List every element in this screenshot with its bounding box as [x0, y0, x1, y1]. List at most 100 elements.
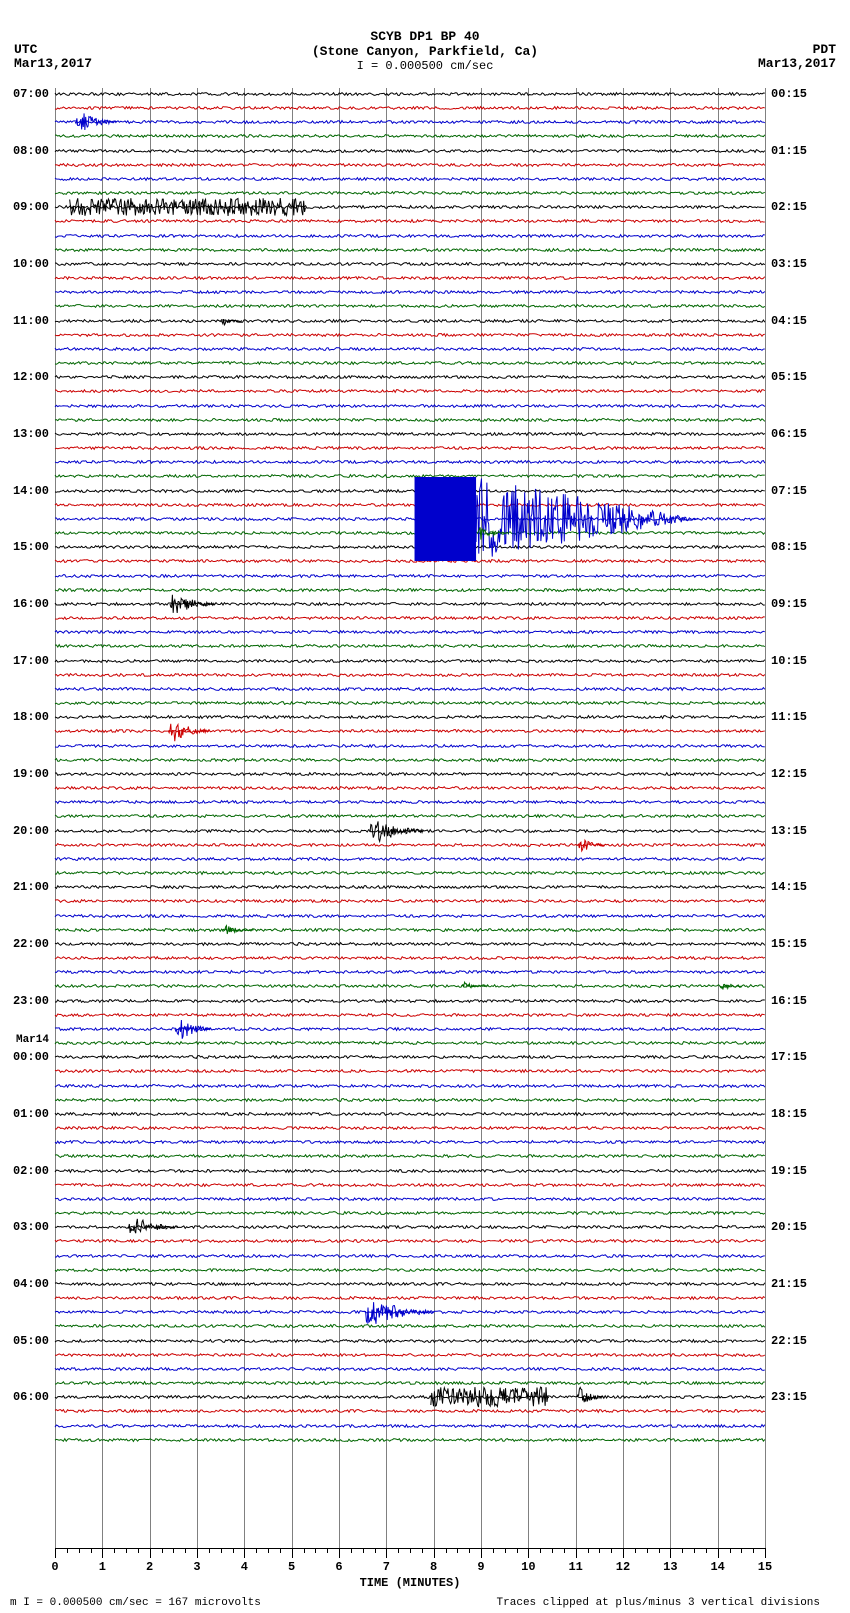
footer-left: m I = 0.000500 cm/sec = 167 microvolts: [10, 1597, 261, 1609]
x-tick-minor: [268, 1548, 269, 1553]
utc-time-label: 02:00: [13, 1164, 55, 1178]
scale-value: = 0.000500 cm/sec: [364, 59, 494, 73]
pdt-time-label: 02:15: [765, 200, 807, 214]
pdt-time-label: 22:15: [765, 1334, 807, 1348]
x-tick-minor: [304, 1548, 305, 1553]
x-tick-major: [55, 1548, 56, 1558]
pdt-time-label: 13:15: [765, 824, 807, 838]
utc-time-label: 17:00: [13, 654, 55, 668]
x-tick-minor: [375, 1548, 376, 1553]
x-tick-minor: [209, 1548, 210, 1553]
x-tick-label: 13: [663, 1560, 677, 1574]
x-tick-minor: [138, 1548, 139, 1553]
pdt-time-label: 12:15: [765, 767, 807, 781]
x-tick-minor: [280, 1548, 281, 1553]
x-tick-label: 6: [335, 1560, 342, 1574]
x-tick-minor: [647, 1548, 648, 1553]
x-tick-minor: [173, 1548, 174, 1553]
x-tick-label: 7: [383, 1560, 390, 1574]
pdt-time-label: 10:15: [765, 654, 807, 668]
x-tick-label: 5: [288, 1560, 295, 1574]
x-tick-major: [718, 1548, 719, 1558]
date-label: Mar14: [16, 1034, 55, 1046]
pdt-time-label: 21:15: [765, 1277, 807, 1291]
x-tick-major: [339, 1548, 340, 1558]
pdt-time-label: 14:15: [765, 880, 807, 894]
x-tick-minor: [233, 1548, 234, 1553]
x-tick-label: 8: [430, 1560, 437, 1574]
utc-time-label: 01:00: [13, 1107, 55, 1121]
x-tick-major: [102, 1548, 103, 1558]
x-tick-label: 12: [616, 1560, 630, 1574]
tz-left-label: UTC: [14, 42, 37, 57]
x-tick-minor: [552, 1548, 553, 1553]
utc-time-label: 12:00: [13, 370, 55, 384]
x-tick-major: [150, 1548, 151, 1558]
pdt-time-label: 19:15: [765, 1164, 807, 1178]
x-tick-minor: [599, 1548, 600, 1553]
x-tick-minor: [422, 1548, 423, 1553]
x-tick-minor: [564, 1548, 565, 1553]
footer-scale: = 0.000500 cm/sec = 167 microvolts: [30, 1597, 261, 1609]
x-tick-minor: [457, 1548, 458, 1553]
x-tick-minor: [221, 1548, 222, 1553]
x-tick-minor: [446, 1548, 447, 1553]
date-right-label: Mar13,2017: [758, 56, 836, 71]
x-tick-minor: [505, 1548, 506, 1553]
utc-time-label: 21:00: [13, 880, 55, 894]
x-tick-minor: [79, 1548, 80, 1553]
x-tick-major: [292, 1548, 293, 1558]
pdt-time-label: 11:15: [765, 710, 807, 724]
footer-right: Traces clipped at plus/minus 3 vertical …: [497, 1597, 820, 1609]
pdt-time-label: 08:15: [765, 540, 807, 554]
pdt-time-label: 18:15: [765, 1107, 807, 1121]
station-id: SCYB DP1 BP 40: [0, 30, 850, 45]
x-tick-major: [481, 1548, 482, 1558]
x-tick-minor: [517, 1548, 518, 1553]
x-tick-label: 15: [758, 1560, 772, 1574]
pdt-time-label: 16:15: [765, 994, 807, 1008]
x-tick-major: [528, 1548, 529, 1558]
date-left-label: Mar13,2017: [14, 56, 92, 71]
utc-time-label: 03:00: [13, 1220, 55, 1234]
pdt-time-label: 03:15: [765, 257, 807, 271]
pdt-time-label: 00:15: [765, 87, 807, 101]
x-tick-minor: [659, 1548, 660, 1553]
station-location: (Stone Canyon, Parkfield, Ca): [0, 45, 850, 60]
x-tick-minor: [398, 1548, 399, 1553]
seismograph-plot: 07:0000:1508:0001:1509:0002:1510:0003:15…: [55, 88, 765, 1548]
x-tick-minor: [114, 1548, 115, 1553]
x-tick-minor: [469, 1548, 470, 1553]
x-tick-minor: [493, 1548, 494, 1553]
x-tick-major: [765, 1548, 766, 1558]
footer-symbol: m I: [10, 1597, 30, 1609]
x-tick-minor: [540, 1548, 541, 1553]
pdt-time-label: 04:15: [765, 314, 807, 328]
x-tick-minor: [256, 1548, 257, 1553]
x-tick-label: 11: [568, 1560, 582, 1574]
x-tick-label: 1: [99, 1560, 106, 1574]
pdt-time-label: 15:15: [765, 937, 807, 951]
x-tick-label: 9: [477, 1560, 484, 1574]
x-tick-minor: [162, 1548, 163, 1553]
pdt-time-label: 07:15: [765, 484, 807, 498]
x-tick-minor: [635, 1548, 636, 1553]
pdt-time-label: 23:15: [765, 1390, 807, 1404]
x-tick-label: 3: [193, 1560, 200, 1574]
pdt-time-label: 05:15: [765, 370, 807, 384]
pdt-time-label: 01:15: [765, 144, 807, 158]
x-tick-label: 2: [146, 1560, 153, 1574]
utc-time-label: 11:00: [13, 314, 55, 328]
pdt-time-label: 20:15: [765, 1220, 807, 1234]
x-tick-major: [197, 1548, 198, 1558]
x-tick-minor: [410, 1548, 411, 1553]
x-tick-major: [670, 1548, 671, 1558]
x-tick-minor: [753, 1548, 754, 1553]
scale-symbol: I: [357, 59, 364, 73]
x-tick-major: [576, 1548, 577, 1558]
x-tick-label: 10: [521, 1560, 535, 1574]
utc-time-label: 13:00: [13, 427, 55, 441]
x-tick-minor: [67, 1548, 68, 1553]
x-tick-minor: [363, 1548, 364, 1553]
utc-time-label: 20:00: [13, 824, 55, 838]
